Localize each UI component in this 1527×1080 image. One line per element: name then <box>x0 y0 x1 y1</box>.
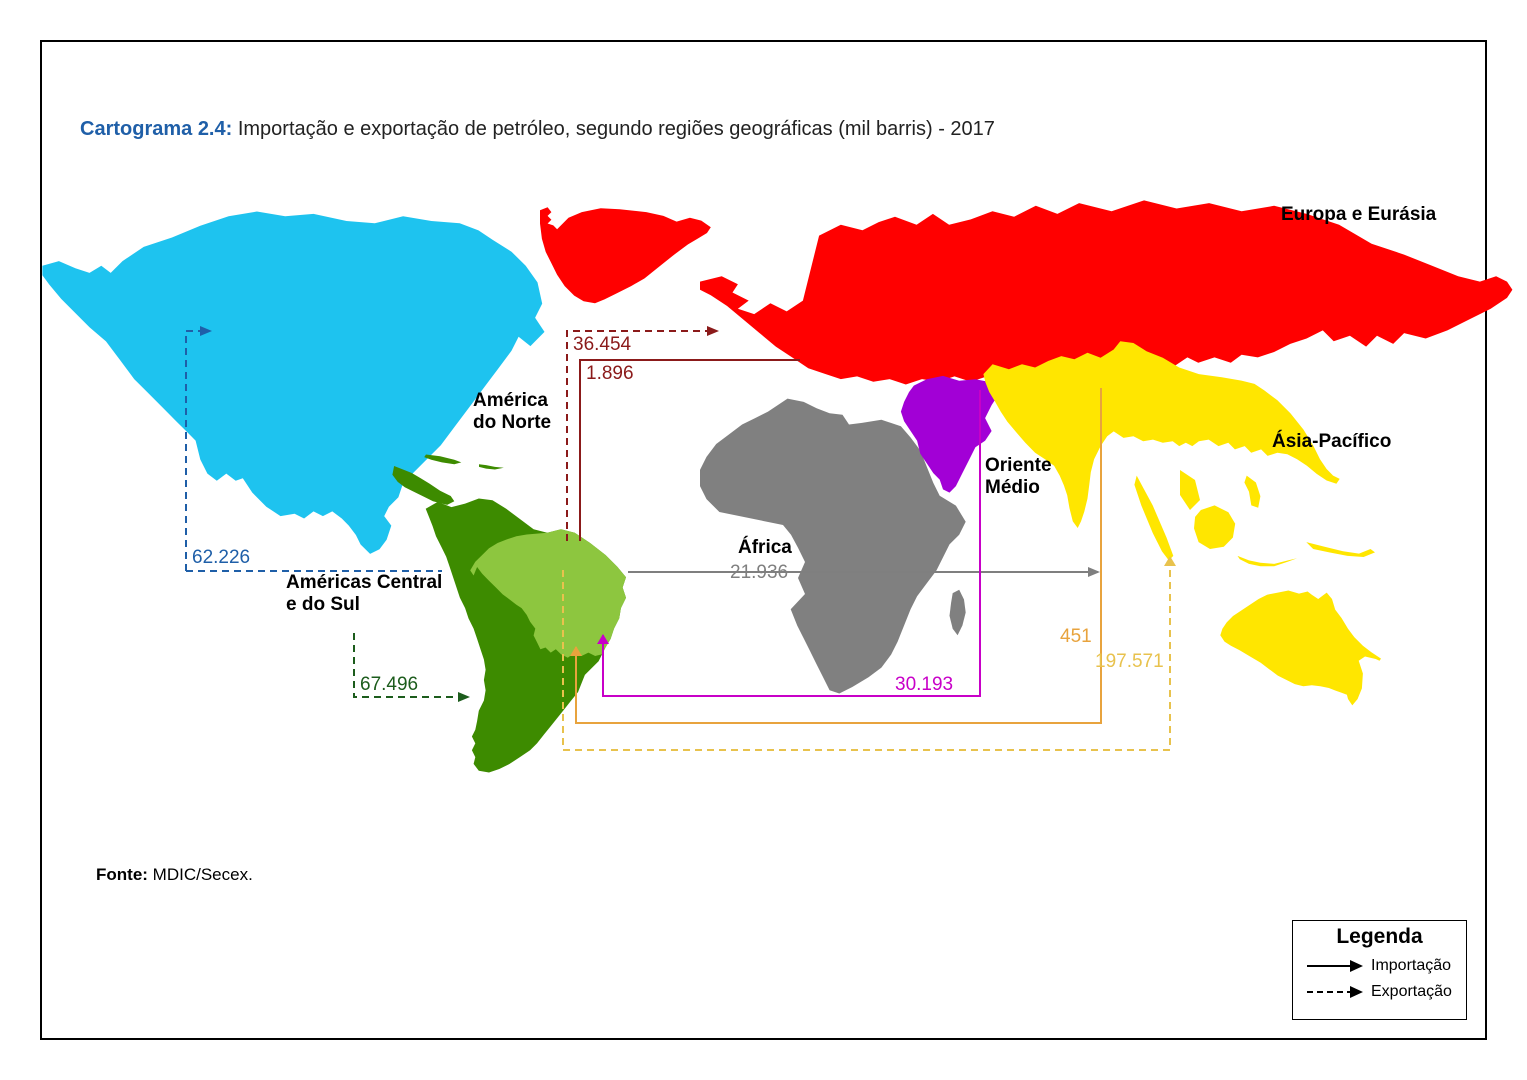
svg-text:197.571: 197.571 <box>1095 651 1164 672</box>
svg-text:67.496: 67.496 <box>360 674 418 695</box>
svg-text:451: 451 <box>1060 626 1092 647</box>
svg-text:36.454: 36.454 <box>573 334 632 355</box>
svg-text:21.936: 21.936 <box>730 562 788 583</box>
svg-text:62.226: 62.226 <box>192 547 250 568</box>
svg-text:1.896: 1.896 <box>586 363 634 384</box>
svg-text:30.193: 30.193 <box>895 674 953 695</box>
